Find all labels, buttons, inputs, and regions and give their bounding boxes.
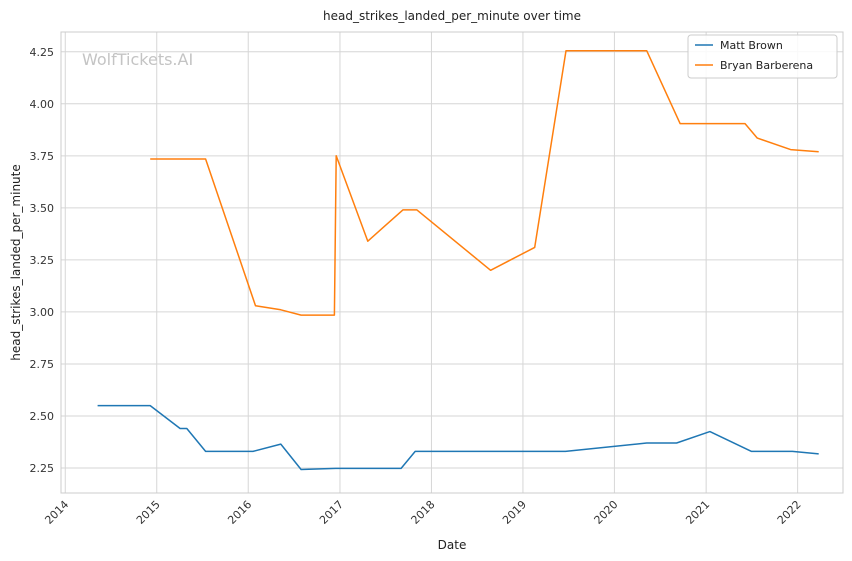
x-tick-label: 2017 xyxy=(317,498,346,527)
legend-label-0: Matt Brown xyxy=(720,39,783,52)
y-tick-label: 3.00 xyxy=(30,306,55,319)
series-line-0 xyxy=(97,404,819,471)
x-tick-label: 2019 xyxy=(500,498,529,527)
y-tick-label: 4.00 xyxy=(30,98,55,111)
x-tick-label: 2021 xyxy=(683,498,712,527)
x-tick-label: 2014 xyxy=(42,498,71,527)
chart-title: head_strikes_landed_per_minute over time xyxy=(323,9,581,23)
y-tick-label: 3.75 xyxy=(30,150,55,163)
plot-area-frame xyxy=(60,31,844,494)
y-axis-label: head_strikes_landed_per_minute xyxy=(9,164,23,361)
series-layer xyxy=(97,49,819,471)
legend-label-1: Bryan Barberena xyxy=(720,59,813,72)
x-tick-label: 2018 xyxy=(409,498,438,527)
x-tick-label: 2020 xyxy=(592,498,621,527)
x-tick-label: 2016 xyxy=(225,498,254,527)
x-tick-labels: 2014 2015 2016 2017 2018 2019 2020 2021 2022 xyxy=(42,498,803,527)
y-tick-label: 4.25 xyxy=(30,46,55,59)
x-tick-label: 2015 xyxy=(134,498,163,527)
series-line-1 xyxy=(150,49,819,316)
y-tick-label: 3.25 xyxy=(30,254,55,267)
watermark-text: WolfTickets.AI xyxy=(82,50,193,69)
y-tick-labels: 2.25 2.50 2.75 3.00 3.25 3.50 3.75 4.00 4.25 xyxy=(30,46,55,475)
y-tick-label: 3.50 xyxy=(30,202,55,215)
x-axis-label: Date xyxy=(438,538,467,552)
y-gridlines xyxy=(61,51,843,469)
x-tick-label: 2022 xyxy=(775,498,804,527)
y-tick-label: 2.50 xyxy=(30,410,55,423)
x-gridlines xyxy=(64,32,799,493)
legend-box xyxy=(687,34,838,79)
legend: Matt Brown Bryan Barberena xyxy=(687,34,838,79)
y-tick-label: 2.25 xyxy=(30,462,55,475)
y-tick-label: 2.75 xyxy=(30,358,55,371)
